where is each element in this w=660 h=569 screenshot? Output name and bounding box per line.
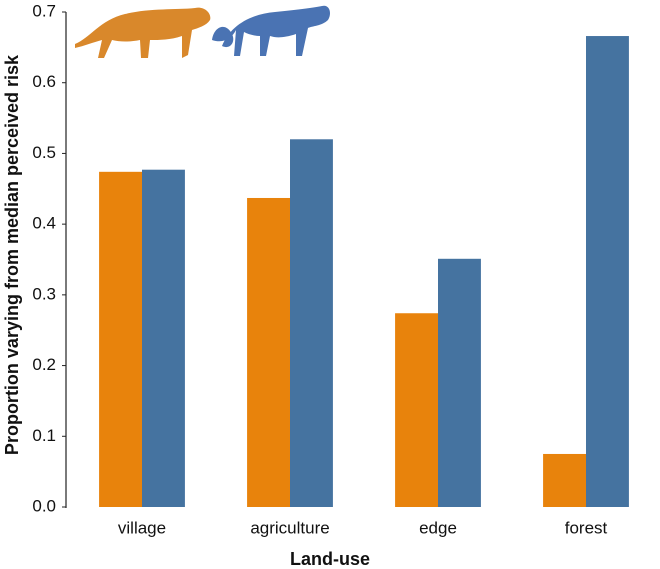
tiger-icon [75,7,211,59]
x-axis-title: Land-use [290,549,370,569]
y-tick-label: 0.5 [32,143,56,162]
x-tick-label: agriculture [250,518,329,537]
bar [142,169,185,507]
bar [247,197,290,507]
bar [543,453,586,507]
y-tick-label: 0.4 [32,214,56,233]
x-tick-label: village [118,518,166,537]
y-tick-label: 0.1 [32,426,56,445]
bar [99,171,142,508]
bar [395,313,438,507]
y-axis-title: Proportion varying from median perceived… [2,54,22,455]
y-tick-label: 0.7 [32,1,56,20]
y-tick-label: 0.3 [32,284,56,303]
bar [290,139,333,508]
bar [438,258,481,507]
x-tick-label: forest [565,518,608,537]
bar [586,36,629,508]
leopard-icon [212,5,330,56]
y-tick-label: 0.6 [32,72,56,91]
y-tick-label: 0.2 [32,355,56,374]
y-tick-label: 0.0 [32,496,56,515]
x-tick-label: edge [419,518,457,537]
